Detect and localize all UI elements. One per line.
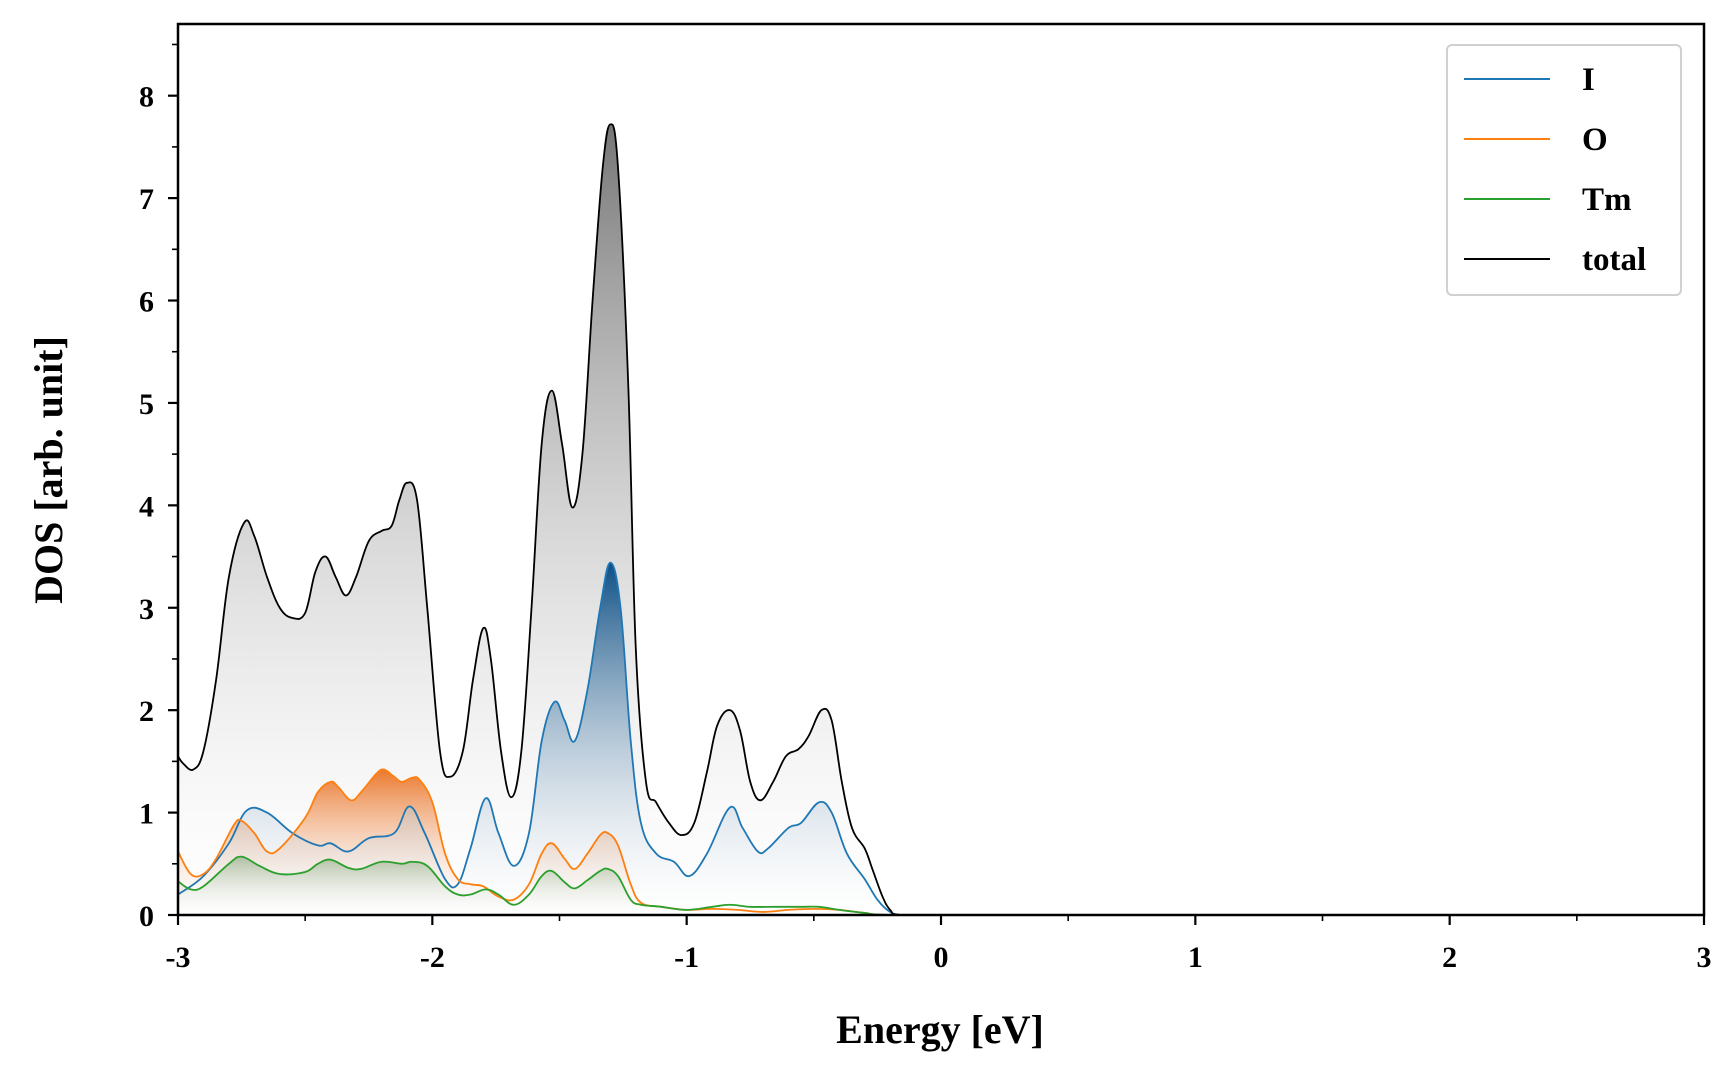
- x-tick-label: 1: [1188, 941, 1203, 974]
- x-axis-title: Energy [eV]: [836, 1007, 1044, 1052]
- series-line-total: [178, 123, 1704, 915]
- y-axis-title: DOS [arb. unit]: [26, 336, 71, 604]
- legend-box: [1446, 44, 1682, 296]
- y-tick-label: 6: [139, 286, 154, 319]
- legend-label-Tm: Tm: [1582, 182, 1632, 218]
- y-tick-label: 3: [139, 593, 154, 626]
- series-line-I: [178, 561, 1704, 915]
- legend-label-total: total: [1582, 242, 1646, 278]
- x-tick-label: 2: [1442, 941, 1457, 974]
- x-tick-label: -2: [420, 941, 445, 974]
- series-line-O: [178, 768, 1704, 915]
- axes: -3 -2 -1 0 1 2 3 0 1 2 3 4 5 6 7 8: [139, 22, 1712, 974]
- legend: IO Tm total: [1446, 44, 1682, 296]
- x-tick-label: 3: [1697, 941, 1712, 974]
- series-fill-I: [178, 562, 1704, 915]
- x-tick-label: -3: [166, 941, 191, 974]
- legend-label-I: I: [1582, 62, 1595, 98]
- y-tick-label: 8: [139, 81, 154, 114]
- series-line-Tm: [178, 855, 1704, 915]
- x-tick-label: 0: [934, 941, 949, 974]
- x-tick-label: -1: [674, 941, 699, 974]
- y-tick-label: 2: [139, 695, 154, 728]
- y-tick-label: 1: [139, 798, 154, 831]
- legend-label-O: O: [1582, 122, 1608, 158]
- y-tick-label: 5: [139, 388, 154, 421]
- series-fill-Tm: [178, 856, 1704, 915]
- series-lines: [178, 123, 1704, 915]
- y-tick-label: 0: [139, 900, 154, 933]
- y-tick-label: 4: [139, 490, 154, 523]
- series-fills: [178, 124, 1704, 915]
- y-tick-label: 7: [139, 183, 154, 216]
